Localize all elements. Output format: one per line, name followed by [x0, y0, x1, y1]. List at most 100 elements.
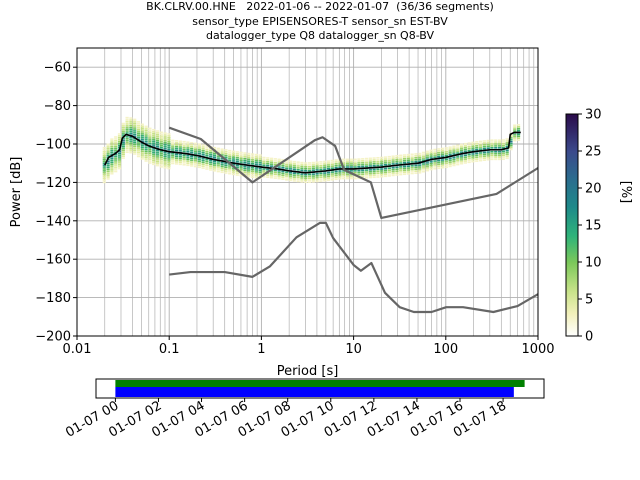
- heatmap-cell: [288, 166, 293, 168]
- heatmap-cell: [205, 166, 209, 168]
- heatmap-cell: [421, 170, 426, 173]
- heatmap-cell: [133, 124, 137, 126]
- heatmap-cell: [186, 160, 190, 163]
- heatmap-cell: [163, 151, 167, 154]
- heatmap-cell: [471, 141, 475, 144]
- heatmap-cell: [380, 172, 384, 174]
- heatmap-cell: [444, 160, 448, 163]
- heatmap-cell: [452, 157, 456, 159]
- heatmap-cell: [114, 159, 118, 161]
- heatmap-cell: [254, 169, 258, 171]
- heatmap-cell: [269, 157, 274, 160]
- heatmap-cell: [349, 177, 353, 180]
- heatmap-cell: [345, 162, 350, 164]
- heatmap-cell: [292, 178, 296, 180]
- heatmap-cell: [243, 152, 247, 154]
- heatmap-cell: [220, 165, 224, 168]
- heatmap-cell: [239, 167, 243, 169]
- heatmap-cell: [368, 169, 372, 171]
- heatmap-cell: [159, 131, 163, 134]
- heatmap-cell: [102, 166, 106, 168]
- heatmap-cell: [414, 170, 418, 173]
- heatmap-cell: [330, 161, 334, 164]
- heatmap-cell: [186, 158, 190, 161]
- heatmap-cell: [269, 163, 274, 166]
- heatmap-cell: [475, 154, 479, 157]
- heatmap-cell: [391, 172, 395, 175]
- heatmap-cell: [133, 132, 137, 134]
- heatmap-cell: [383, 156, 388, 158]
- heatmap-cell: [148, 127, 152, 130]
- heatmap-cell: [125, 136, 129, 138]
- heatmap-cell: [258, 156, 262, 158]
- heatmap-cell: [292, 168, 296, 171]
- heatmap-cell: [345, 177, 350, 180]
- heatmap-cell: [216, 170, 220, 173]
- heatmap-cell: [106, 149, 110, 151]
- heatmap-cell: [129, 121, 133, 123]
- heatmap-cell: [133, 135, 137, 138]
- heatmap-cell: [330, 171, 334, 173]
- heatmap-cell: [410, 159, 414, 161]
- heatmap-cell: [410, 168, 414, 171]
- heatmap-cell: [114, 143, 118, 146]
- heatmap-cell: [117, 160, 122, 162]
- heatmap-cell: [136, 124, 141, 127]
- heatmap-cell: [307, 166, 312, 168]
- heatmap-cell: [212, 156, 217, 159]
- heatmap-cell: [380, 164, 384, 166]
- heatmap-cell: [475, 160, 479, 162]
- y-tick-label: −180: [35, 291, 71, 306]
- heatmap-cell: [402, 167, 407, 170]
- heatmap-cell: [478, 154, 483, 156]
- heatmap-cell: [133, 126, 137, 128]
- heatmap-cell: [444, 162, 448, 165]
- heatmap-cell: [159, 133, 163, 136]
- heatmap-cell: [102, 172, 106, 174]
- heatmap-cell: [254, 163, 258, 166]
- heatmap-cell: [440, 151, 445, 154]
- heatmap-cell: [300, 177, 304, 179]
- heatmap-cell: [231, 154, 236, 156]
- heatmap-cell: [277, 166, 281, 168]
- heatmap-cell: [250, 159, 255, 161]
- heatmap-cell: [494, 139, 498, 141]
- heatmap-cell: [262, 160, 266, 163]
- heatmap-cell: [171, 158, 175, 161]
- heatmap-cell: [429, 157, 433, 159]
- heatmap-cell: [148, 160, 152, 162]
- heatmap-cell: [144, 135, 148, 137]
- heatmap-cell: [456, 163, 460, 166]
- heatmap-cell: [304, 164, 308, 166]
- heatmap-cell: [106, 153, 110, 155]
- heatmap-cell: [178, 161, 182, 164]
- heatmap-cell: [182, 154, 186, 156]
- heatmap-cell: [349, 162, 353, 164]
- plot-background: [77, 48, 538, 336]
- heatmap-cell: [319, 180, 323, 182]
- heatmap-cell: [254, 155, 258, 158]
- heatmap-cell: [140, 135, 144, 137]
- heatmap-cell: [152, 138, 156, 141]
- heatmap-cell: [182, 160, 186, 162]
- heatmap-cell: [361, 159, 365, 162]
- heatmap-cell: [136, 144, 141, 146]
- heatmap-cell: [380, 162, 384, 165]
- heatmap-cell: [296, 161, 300, 163]
- heatmap-cell: [391, 161, 395, 163]
- heatmap-cell: [478, 144, 483, 147]
- heatmap-cell: [296, 180, 300, 183]
- heatmap-cell: [311, 165, 315, 168]
- heatmap-cell: [102, 160, 106, 163]
- heatmap-cell: [239, 157, 243, 160]
- heatmap-cell: [410, 172, 414, 175]
- heatmap-cell: [190, 142, 194, 144]
- heatmap-cell: [197, 152, 201, 155]
- heatmap-cell: [114, 170, 118, 173]
- heatmap-cell: [490, 145, 494, 147]
- heatmap-cell: [471, 153, 475, 155]
- heatmap-cell: [456, 146, 460, 149]
- heatmap-cell: [262, 162, 266, 165]
- heatmap-cell: [349, 173, 353, 176]
- heatmap-cell: [117, 135, 122, 137]
